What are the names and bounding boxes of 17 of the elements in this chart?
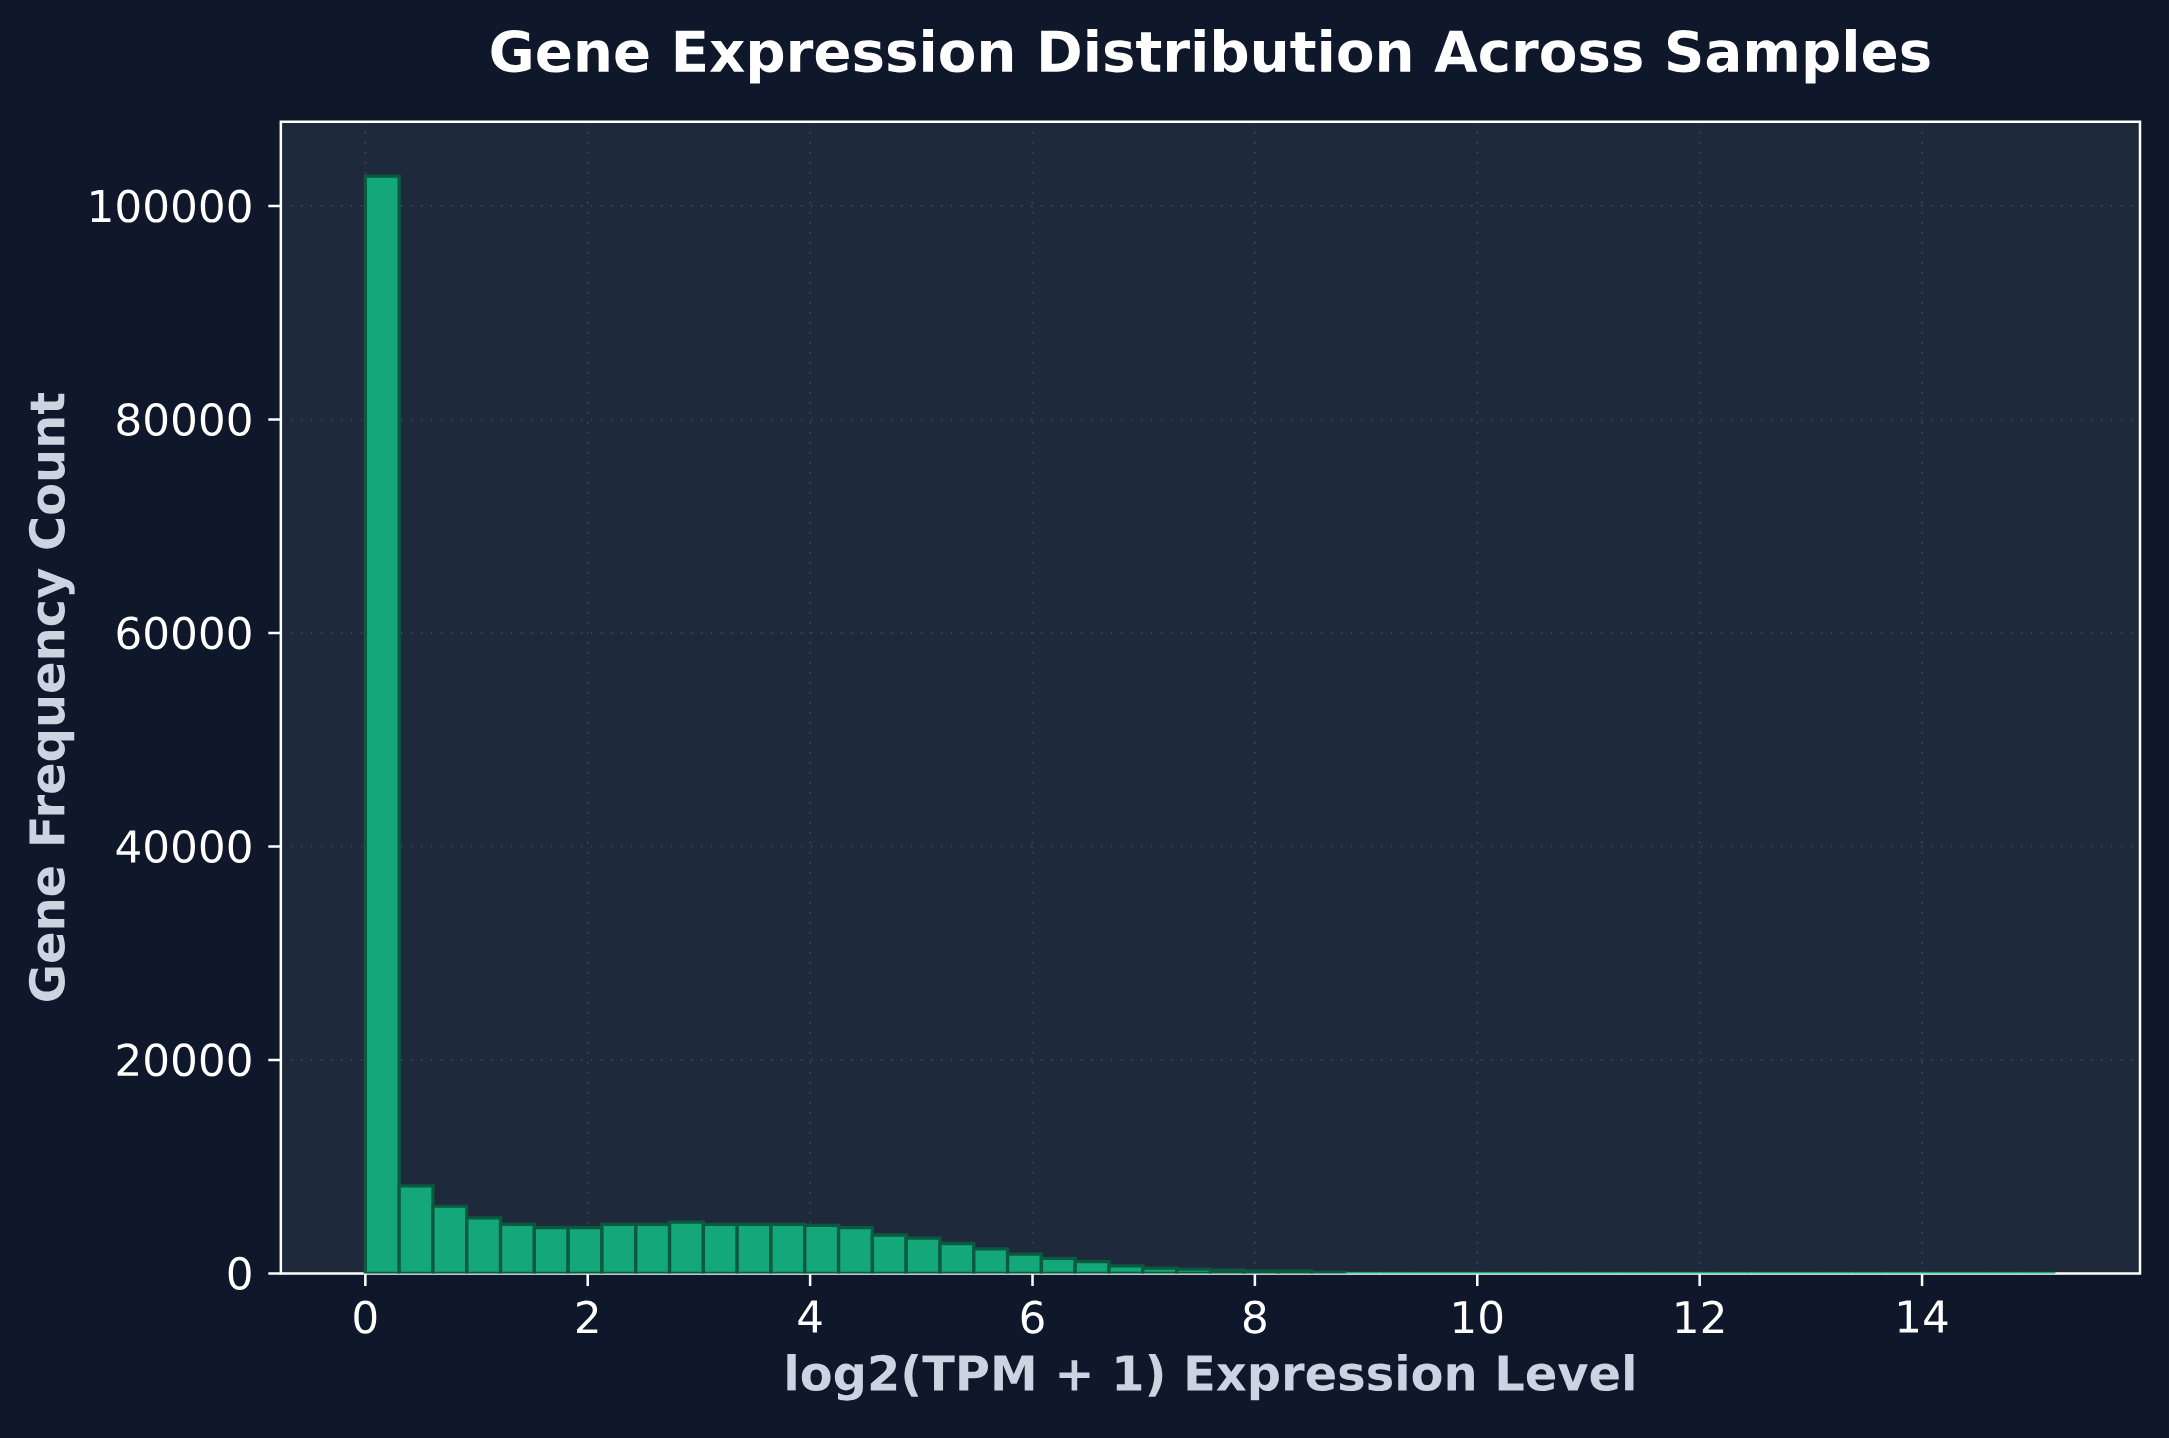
x-axis-title: log2(TPM + 1) Expression Level	[787, 1354, 1634, 1401]
y-tick-label: 20000	[117, 1043, 251, 1077]
x-tick-label: 12	[1676, 1300, 1724, 1334]
x-tick-label: 6	[1021, 1300, 1044, 1334]
x-tick-label: 14	[1898, 1300, 1948, 1333]
y-tick-label: 0	[228, 1256, 251, 1290]
chart-title: Gene Expression Distribution Across Samples	[491, 29, 1930, 84]
x-tick-label: 2	[577, 1300, 598, 1334]
x-tick-label: 8	[1243, 1300, 1266, 1334]
y-tick-label: 100000	[91, 189, 251, 223]
x-tick-label: 4	[798, 1300, 822, 1333]
y-tick-label: 40000	[116, 829, 251, 863]
x-tick-label: 0	[354, 1300, 377, 1334]
y-tick-label: 60000	[117, 616, 251, 650]
x-tick-label: 10	[1454, 1300, 1503, 1334]
y-tick-label: 80000	[117, 402, 251, 437]
y-axis-title: Gene Frequency Count	[28, 392, 75, 1001]
